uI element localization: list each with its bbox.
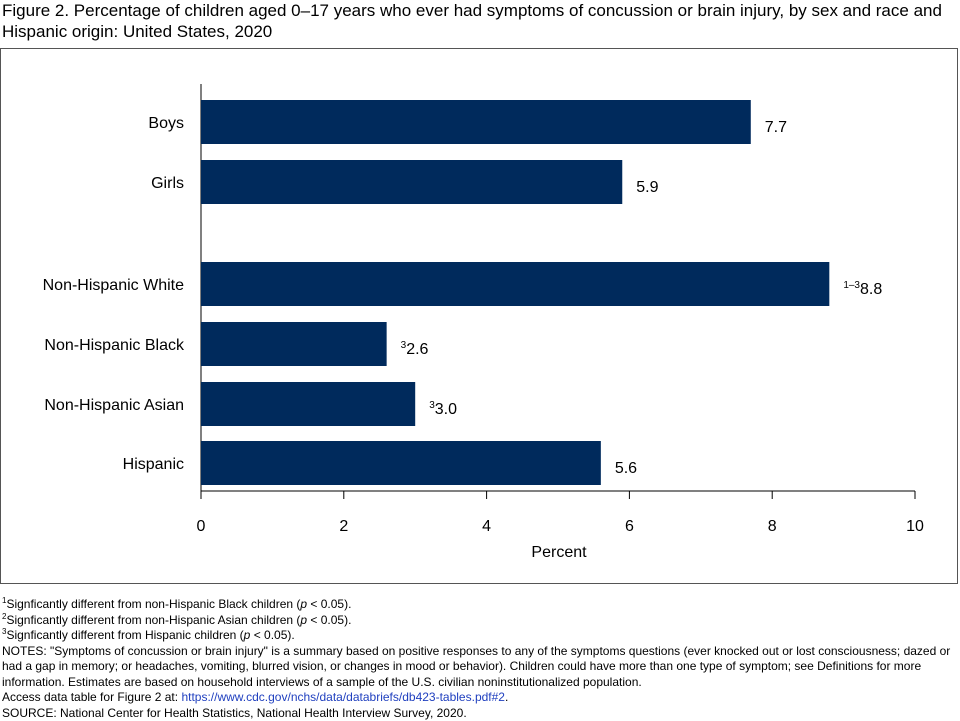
category-label-non-hispanic-white: Non-Hispanic White: [43, 277, 184, 294]
bar-boys: [201, 100, 751, 144]
footnote-3-text: Signficantly different from Hispanic chi…: [6, 628, 243, 642]
value-label-non-hispanic-asian: 33.0: [429, 400, 457, 418]
bar-non-hispanic-asian: [201, 382, 415, 426]
category-label-hispanic: Hispanic: [123, 456, 184, 473]
data-table-link[interactable]: https://www.cdc.gov/nchs/data/databriefs…: [181, 690, 505, 704]
category-label-boys: Boys: [148, 115, 184, 132]
value-label-girls: 5.9: [636, 179, 658, 196]
x-axis-title: Percent: [531, 544, 587, 561]
access-line: Access data table for Figure 2 at: https…: [2, 690, 957, 706]
x-tick-label-6: 6: [625, 518, 634, 535]
notes-text: NOTES: "Symptoms of concussion or brain …: [2, 644, 957, 691]
x-tick-label-8: 8: [768, 518, 777, 535]
access-prefix: Access data table for Figure 2 at:: [2, 690, 181, 704]
footnote-2-threshold: < 0.05).: [307, 613, 351, 627]
value-label-boys: 7.7: [765, 119, 787, 136]
footnote-3-threshold: < 0.05).: [250, 628, 294, 642]
bar-non-hispanic-white: [201, 262, 829, 306]
x-tick-label-10: 10: [906, 518, 924, 535]
footnote-1-threshold: < 0.05).: [307, 597, 351, 611]
footnote-1-text: Signficantly different from non-Hispanic…: [6, 597, 300, 611]
value-label-hispanic: 5.6: [615, 460, 637, 477]
footnote-2: 2Signficantly different from non-Hispani…: [2, 613, 957, 629]
bar-non-hispanic-black: [201, 322, 387, 366]
category-label-girls: Girls: [151, 175, 184, 192]
source-line: SOURCE: National Center for Health Stati…: [2, 706, 957, 721]
bar-girls: [201, 160, 622, 204]
category-label-non-hispanic-black: Non-Hispanic Black: [44, 337, 185, 354]
bar-chart: Boys 7.7 Girls 5.9 Non-Hispanic White 1–38.8 N…: [0, 48, 958, 584]
access-suffix: .: [505, 690, 508, 704]
category-label-non-hispanic-asian: Non-Hispanic Asian: [44, 397, 184, 414]
x-tick-label-2: 2: [339, 518, 348, 535]
footnote-2-text: Signficantly different from non-Hispanic…: [6, 613, 300, 627]
value-label-non-hispanic-white: 1–38.8: [843, 280, 882, 298]
footnote-1: 1Signficantly different from non-Hispani…: [2, 597, 957, 613]
footnote-3: 3Signficantly different from Hispanic ch…: [2, 628, 957, 644]
bar-hispanic: [201, 441, 601, 485]
x-tick-label-0: 0: [197, 518, 206, 535]
x-tick-label-4: 4: [482, 518, 491, 535]
figure-title: Figure 2. Percentage of children aged 0–…: [2, 0, 952, 42]
value-label-non-hispanic-black: 32.6: [401, 340, 429, 358]
notes-section: 1Signficantly different from non-Hispani…: [2, 597, 957, 721]
